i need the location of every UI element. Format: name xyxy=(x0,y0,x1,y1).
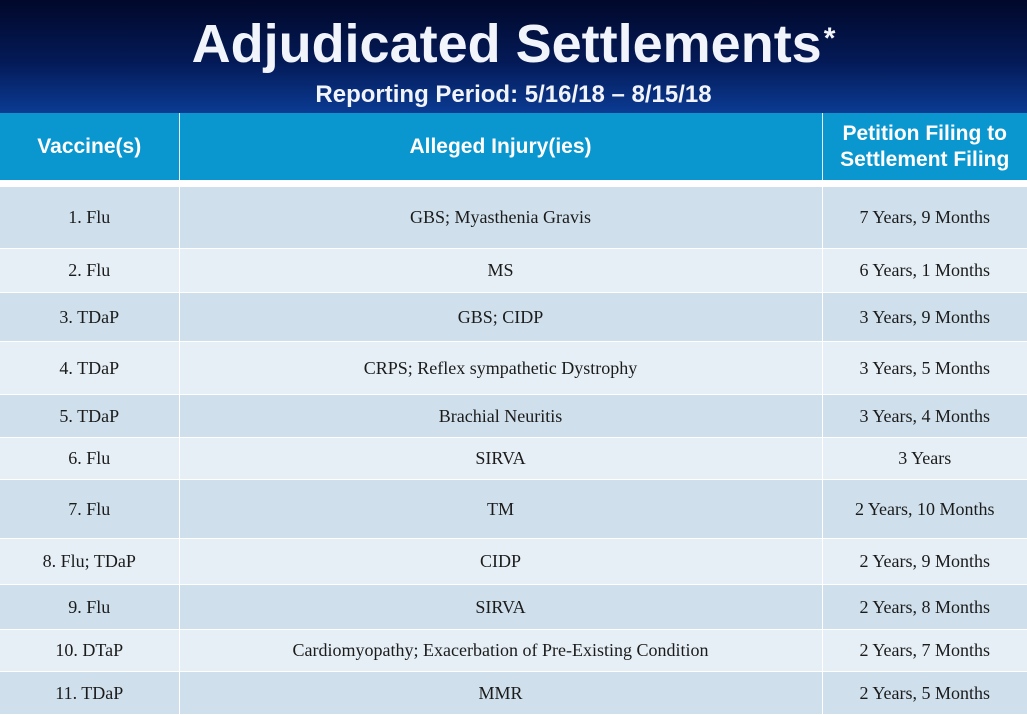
injury-cell: GBS; CIDP xyxy=(179,292,823,342)
duration-cell: 2 Years, 9 Months xyxy=(822,538,1027,585)
vaccine-cell: 7. Flu xyxy=(0,479,180,539)
vaccine-cell: 9. Flu xyxy=(0,584,180,630)
injury-cell: Cardiomyopathy; Exacerbation of Pre-Exis… xyxy=(179,629,823,672)
duration-cell: 2 Years, 7 Months xyxy=(822,629,1027,672)
injury-cell: SIRVA xyxy=(179,584,823,630)
reporting-period: Reporting Period: 5/16/18 – 8/15/18 xyxy=(315,81,712,108)
injury-cell: CIDP xyxy=(179,538,823,585)
injury-cell: CRPS; Reflex sympathetic Dystrophy xyxy=(179,341,823,395)
duration-cell: 2 Years, 5 Months xyxy=(822,671,1027,715)
page-title: Adjudicated Settlements* xyxy=(0,12,1027,85)
injury-cell: SIRVA xyxy=(179,437,823,480)
vaccine-cell: 5. TDaP xyxy=(0,394,180,438)
injury-cell: TM xyxy=(179,479,823,539)
duration-cell: 3 Years, 4 Months xyxy=(822,394,1027,438)
duration-cell: 3 Years xyxy=(822,437,1027,480)
table-row: 5. TDaP Brachial Neuritis 3 Years, 4 Mon… xyxy=(0,394,1027,438)
header-spacer xyxy=(0,180,1027,187)
table-row: 11. TDaP MMR 2 Years, 5 Months xyxy=(0,671,1027,715)
vaccine-cell: 10. DTaP xyxy=(0,629,180,672)
injury-cell: MMR xyxy=(179,671,823,715)
page-title-text: Adjudicated Settlements xyxy=(191,14,822,74)
column-header-vaccine: Vaccine(s) xyxy=(0,113,180,180)
injury-cell: MS xyxy=(179,248,823,293)
column-header-duration: Petition Filing to Settlement Filing xyxy=(822,113,1027,180)
vaccine-cell: 8. Flu; TDaP xyxy=(0,538,180,585)
vaccine-cell: 6. Flu xyxy=(0,437,180,480)
column-header-injury: Alleged Injury(ies) xyxy=(179,113,823,180)
duration-cell: 3 Years, 5 Months xyxy=(822,341,1027,395)
duration-cell: 2 Years, 8 Months xyxy=(822,584,1027,630)
table-row: 7. Flu TM 2 Years, 10 Months xyxy=(0,479,1027,539)
duration-cell: 7 Years, 9 Months xyxy=(822,186,1027,249)
title-footnote-mark: * xyxy=(823,22,836,55)
vaccine-cell: 4. TDaP xyxy=(0,341,180,395)
table-row: 4. TDaP CRPS; Reflex sympathetic Dystrop… xyxy=(0,341,1027,395)
table-row: 10. DTaP Cardiomyopathy; Exacerbation of… xyxy=(0,629,1027,672)
duration-cell: 6 Years, 1 Months xyxy=(822,248,1027,293)
duration-cell: 2 Years, 10 Months xyxy=(822,479,1027,539)
table-header-row: Vaccine(s) Alleged Injury(ies) Petition … xyxy=(0,113,1027,180)
vaccine-cell: 11. TDaP xyxy=(0,671,180,715)
injury-cell: Brachial Neuritis xyxy=(179,394,823,438)
table-row: 2. Flu MS 6 Years, 1 Months xyxy=(0,248,1027,293)
table-row: 8. Flu; TDaP CIDP 2 Years, 9 Months xyxy=(0,538,1027,585)
vaccine-cell: 1. Flu xyxy=(0,186,180,249)
table-row: 3. TDaP GBS; CIDP 3 Years, 9 Months xyxy=(0,292,1027,342)
vaccine-cell: 3. TDaP xyxy=(0,292,180,342)
settlements-table: Vaccine(s) Alleged Injury(ies) Petition … xyxy=(0,113,1027,715)
table-row: 1. Flu GBS; Myasthenia Gravis 7 Years, 9… xyxy=(0,186,1027,249)
table-row: 9. Flu SIRVA 2 Years, 8 Months xyxy=(0,584,1027,630)
table-row: 6. Flu SIRVA 3 Years xyxy=(0,437,1027,480)
title-banner: Adjudicated Settlements* Reporting Perio… xyxy=(0,0,1027,113)
vaccine-cell: 2. Flu xyxy=(0,248,180,293)
duration-cell: 3 Years, 9 Months xyxy=(822,292,1027,342)
injury-cell: GBS; Myasthenia Gravis xyxy=(179,186,823,249)
